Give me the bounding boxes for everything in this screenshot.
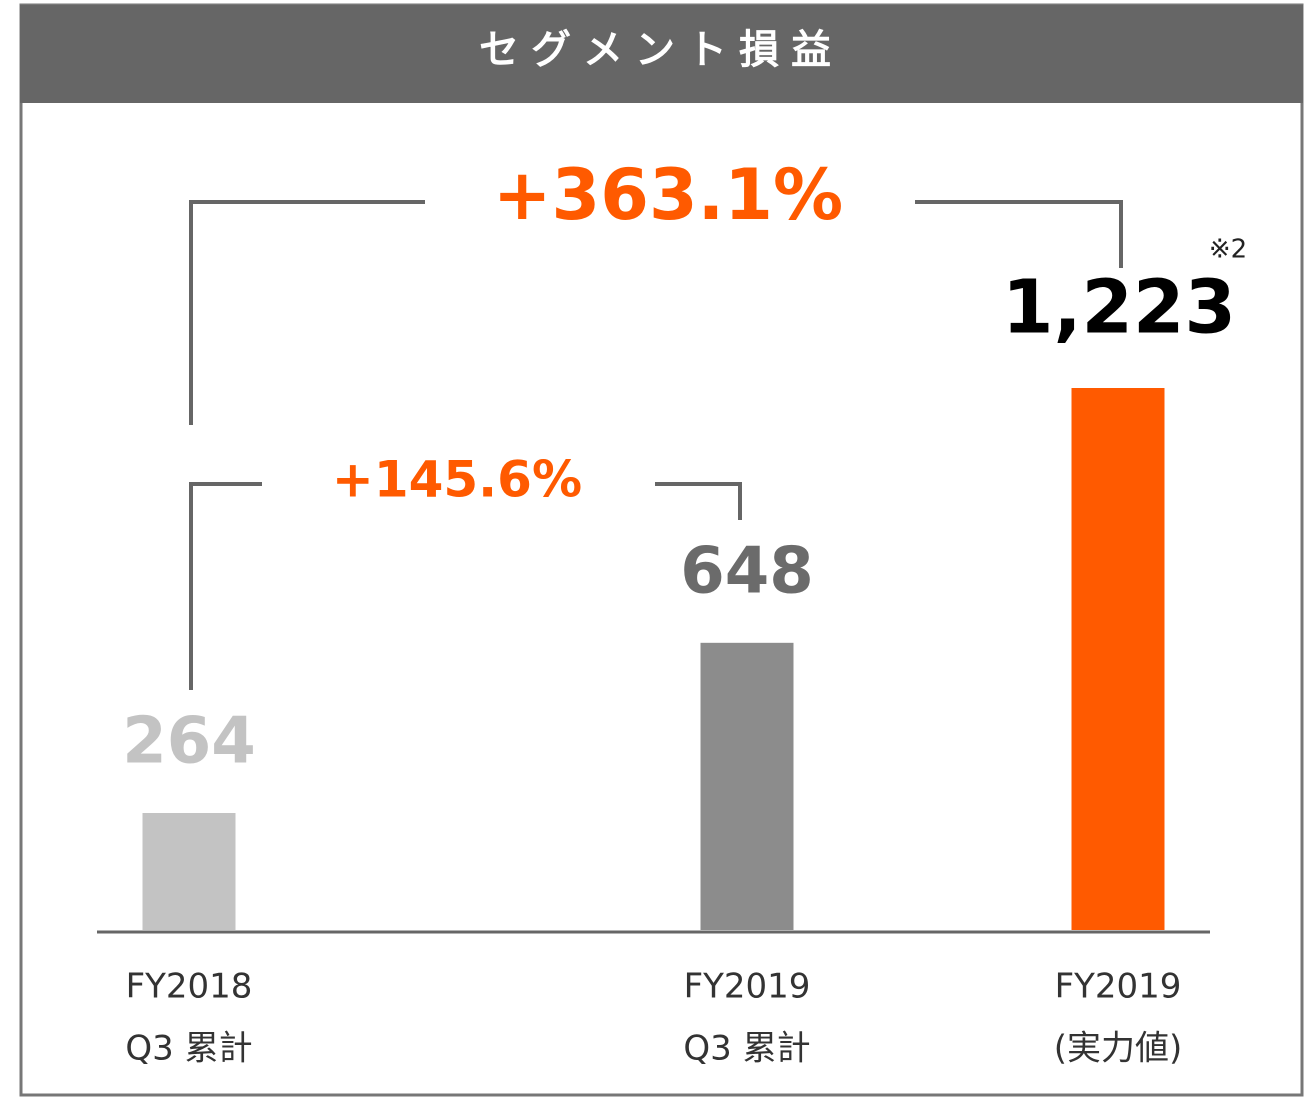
x-tick-label: FY2018 xyxy=(126,967,253,1007)
bracket xyxy=(915,200,1123,268)
bar xyxy=(142,813,236,930)
chart-title: セグメント損益 xyxy=(479,27,843,73)
value-label: 264 xyxy=(122,705,256,779)
brackets xyxy=(189,200,1123,690)
annotation: ※2 xyxy=(1209,235,1247,265)
bar xyxy=(1071,388,1165,930)
bracket xyxy=(655,482,742,520)
value-label: 648 xyxy=(680,534,814,608)
x-tick-label: Q3 累計 xyxy=(125,1029,252,1069)
x-tick-label: FY2019 xyxy=(684,967,811,1007)
bar xyxy=(700,642,794,930)
annotation: +363.1% xyxy=(493,154,843,236)
value-label: 1,223 xyxy=(1002,265,1236,351)
x-tick-label: Q3 累計 xyxy=(683,1029,810,1069)
header-bar xyxy=(20,5,1303,103)
bracket xyxy=(189,200,425,425)
x-tick-label: (実力値) xyxy=(1054,1029,1183,1069)
bracket xyxy=(189,482,262,690)
annotation: +145.6% xyxy=(332,451,582,509)
x-tick-label: FY2019 xyxy=(1055,967,1182,1007)
